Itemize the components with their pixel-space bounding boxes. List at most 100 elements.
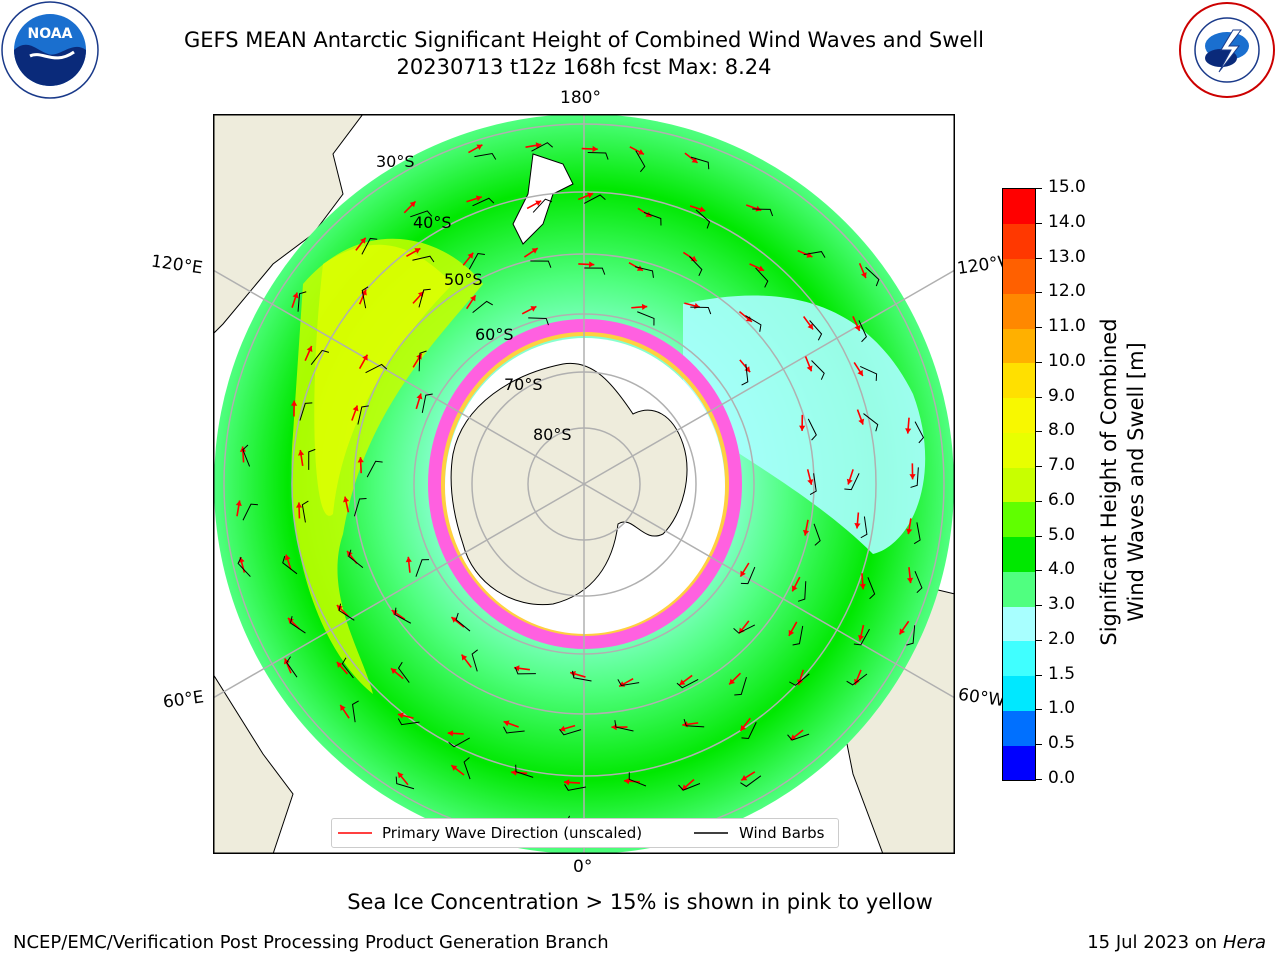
wind-barb bbox=[914, 421, 925, 444]
colorbar-segment bbox=[1003, 293, 1035, 329]
wave-arrow-head bbox=[447, 730, 454, 737]
wind-barb bbox=[531, 142, 554, 152]
wave-arrow-head bbox=[414, 248, 421, 254]
wind-barb bbox=[807, 418, 817, 441]
antarctica-land bbox=[450, 362, 688, 606]
wave-arrow-head bbox=[741, 774, 748, 781]
wave-arrow-head bbox=[563, 779, 570, 786]
colorbar-segment bbox=[1003, 467, 1035, 503]
wind-barb bbox=[695, 209, 711, 229]
lat-label-50s: 50°S bbox=[444, 270, 483, 289]
colorbar-tick-label: 5.0 bbox=[1048, 524, 1076, 545]
colorbar-label-line2: Wind Waves and Swell [m] bbox=[1124, 342, 1148, 622]
wind-barb bbox=[301, 500, 309, 523]
wind-barb bbox=[634, 266, 654, 278]
wind-barb bbox=[418, 350, 427, 372]
colorbar-segment bbox=[1003, 397, 1035, 433]
peak-wave-band bbox=[314, 244, 453, 516]
wind-barb bbox=[468, 252, 485, 270]
wave-arrow-head bbox=[860, 272, 867, 279]
wind-barb bbox=[474, 152, 497, 160]
wave-arrow-head bbox=[905, 428, 912, 434]
wind-barb bbox=[676, 679, 699, 689]
wind-barb bbox=[357, 405, 369, 425]
wind-barb bbox=[297, 291, 307, 312]
wave-arrow-head bbox=[514, 665, 520, 672]
wave-arrow-head bbox=[511, 769, 517, 776]
wind-barb bbox=[752, 208, 774, 217]
wave-arrow-head bbox=[531, 248, 538, 254]
colorbar-segment bbox=[1003, 675, 1035, 711]
lon-label-60e: 60°E bbox=[161, 687, 206, 713]
wind-barb bbox=[352, 700, 359, 723]
wind-barb bbox=[361, 286, 369, 309]
lon-label-60w: 60°W bbox=[956, 684, 1007, 712]
wave-arrow-head bbox=[854, 324, 861, 331]
wave-arrow-head bbox=[361, 289, 367, 296]
wind-barb bbox=[690, 306, 712, 315]
wind-barb bbox=[859, 365, 878, 381]
wave-arrow-head bbox=[806, 365, 813, 372]
wind-barb bbox=[733, 624, 756, 634]
colorbar-tick-mark bbox=[1036, 605, 1042, 607]
wind-barb bbox=[559, 729, 582, 736]
lat-label-60s: 60°S bbox=[475, 325, 514, 344]
wind-barb bbox=[683, 718, 705, 728]
wave-arrow-head bbox=[397, 712, 404, 719]
wave-arrow-head bbox=[691, 157, 698, 163]
lon-label-120e: 120°E bbox=[149, 251, 204, 279]
wave-arrow-head bbox=[744, 366, 751, 373]
wind-barb bbox=[913, 522, 921, 545]
wave-arrow-head bbox=[906, 528, 913, 535]
colorbar-tick-mark bbox=[1036, 466, 1042, 468]
wind-barb bbox=[348, 549, 364, 568]
wave-arrow-head bbox=[758, 265, 765, 272]
wave-arrow-head bbox=[292, 292, 299, 299]
colorbar-segment bbox=[1003, 571, 1035, 607]
wave-arrow-head bbox=[343, 496, 350, 503]
wave-arrow-head bbox=[352, 405, 359, 412]
wind-barb bbox=[745, 315, 762, 332]
new-zealand-land bbox=[512, 153, 574, 245]
colorbar-segment bbox=[1003, 189, 1035, 225]
colorbar-segment bbox=[1003, 606, 1035, 642]
colorbar-tick-mark bbox=[1036, 535, 1042, 537]
wind-barb bbox=[514, 667, 536, 675]
wave-arrow-head bbox=[806, 252, 813, 258]
wind-barb bbox=[412, 255, 435, 263]
wave-arrow-head bbox=[451, 617, 458, 623]
colorbar bbox=[1002, 188, 1036, 781]
wave-arrow-head bbox=[397, 772, 404, 779]
wind-barb bbox=[906, 625, 916, 646]
wave-arrow-head bbox=[475, 195, 482, 202]
wind-barb bbox=[809, 320, 823, 341]
wave-arrow-head bbox=[291, 400, 298, 406]
wind-barb bbox=[237, 556, 251, 577]
wind-barb bbox=[564, 784, 587, 791]
wind-barb bbox=[789, 673, 810, 686]
wind-barb bbox=[286, 656, 298, 678]
wind-barb bbox=[418, 288, 431, 308]
footer-right: 15 Jul 2023 on Hera bbox=[1087, 932, 1266, 953]
wind-barb bbox=[395, 776, 415, 790]
lat-label-70s: 70°S bbox=[504, 375, 543, 394]
wave-arrow-head bbox=[854, 523, 861, 529]
colorbar-tick-label: 9.0 bbox=[1048, 385, 1076, 406]
wave-legend-label: Primary Wave Direction (unscaled) bbox=[382, 824, 643, 842]
wind-barb bbox=[867, 577, 876, 600]
colorbar-tick-label: 8.0 bbox=[1048, 420, 1076, 441]
wind-barb bbox=[734, 677, 747, 696]
wind-barb bbox=[617, 679, 640, 686]
colorbar-tick-label: 14.0 bbox=[1048, 211, 1086, 232]
wave-arrow-head bbox=[740, 570, 746, 577]
wave-arrow-head bbox=[461, 654, 468, 661]
wind-barb bbox=[643, 211, 662, 226]
wind-barbs bbox=[237, 142, 925, 843]
wind-barb bbox=[471, 649, 478, 672]
colorbar-tick-label: 11.0 bbox=[1048, 316, 1086, 337]
wind-barb bbox=[637, 311, 655, 326]
wave-arrow-head bbox=[451, 765, 458, 771]
wind-barb bbox=[797, 581, 807, 602]
sea-ice-edge bbox=[428, 319, 742, 649]
wind-barb bbox=[741, 722, 757, 739]
